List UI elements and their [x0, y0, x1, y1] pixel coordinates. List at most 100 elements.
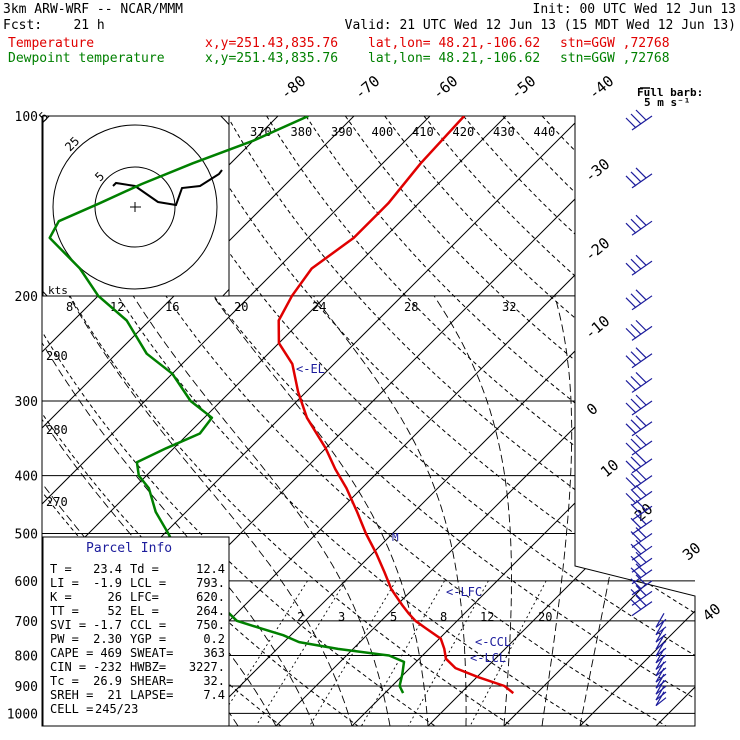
wind-barb-flag	[655, 673, 667, 683]
wind-barb-flag	[625, 327, 637, 339]
wind-barb-flag	[625, 262, 637, 274]
wind-barb-flag	[635, 563, 647, 575]
wind-barb-flag	[635, 551, 647, 563]
temperature-latlon: lat,lon= 48.21,-106.62	[368, 36, 541, 51]
parcel-value: 7.4	[203, 688, 225, 702]
barb-legend-units: 5 m s⁻¹	[644, 96, 690, 109]
parcel-value: TT =	[50, 604, 79, 618]
theta-label: 400	[372, 125, 394, 139]
wind-barb-flag	[635, 574, 647, 586]
wind-barb-flag	[635, 584, 647, 596]
wind-barb-flag	[635, 214, 647, 226]
isotherm-label: 10	[597, 456, 622, 481]
barb-legend-label: Full barb:	[637, 86, 703, 99]
theta-label: 430	[493, 125, 515, 139]
theta-label: 440	[534, 125, 556, 139]
wind-barb-flag	[635, 484, 647, 496]
model-title: 3km ARW-WRF -- NCAR/MMM	[3, 2, 184, 17]
isotherm-label: 40	[699, 600, 724, 625]
wind-barb-flag	[655, 618, 667, 628]
parcel-value: 0.2	[203, 632, 225, 646]
mixing-ratio-label: 2	[297, 610, 304, 624]
parcel-value: CELL =	[50, 702, 93, 716]
parcel-value: SWEAT=	[130, 646, 173, 660]
wind-barb	[655, 679, 665, 695]
parcel-value: 620.	[196, 590, 225, 604]
parcel-value: 3227.	[189, 660, 225, 674]
init-time: Init: 00 UTC Wed 12 Jun 13	[532, 2, 737, 17]
wind-barb-flag	[655, 654, 667, 664]
wind-barb-flag	[635, 289, 647, 301]
parcel-value: K =	[50, 590, 72, 604]
dry-adiabat-line	[305, 116, 695, 726]
mixing-ratio-line	[469, 580, 547, 726]
wind-barb-flag	[630, 171, 642, 183]
mixing-ratio-line	[309, 580, 397, 726]
parcel-marker: M	[392, 531, 399, 544]
parcel-value: LI =	[50, 576, 79, 590]
isotherm-line	[351, 116, 695, 726]
parcel-value: 12.4	[196, 562, 225, 576]
wind-barb-flag	[635, 469, 647, 481]
dry-adiabat-line	[108, 116, 695, 726]
parcel-value: LFC=	[130, 590, 159, 604]
mixing-ratio-label: 20	[538, 610, 552, 624]
wind-barb-flag	[635, 513, 647, 525]
forecast-hour: Fcst: 21 h	[3, 18, 105, 33]
parcel-info-box	[42, 536, 230, 727]
wind-barb	[631, 601, 653, 617]
wind-barb-flag	[625, 423, 637, 435]
wind-barb-flag	[630, 323, 642, 335]
theta-label: 380	[291, 125, 313, 139]
parcel-value: 52	[108, 604, 122, 618]
pressure-tick-label: 700	[15, 615, 38, 630]
wind-barb	[655, 627, 665, 643]
theta-label: 410	[412, 125, 434, 139]
wind-barb-flag	[630, 578, 642, 590]
mixing-ratio-label: 8	[440, 610, 447, 624]
dry-adiabat-line	[226, 116, 695, 726]
parcel-value: -232	[93, 660, 122, 674]
wind-barb	[655, 612, 665, 628]
isotherm-line	[42, 116, 507, 726]
isotherm-line	[579, 116, 695, 726]
dry-adiabat-line	[69, 116, 667, 726]
wind-barb-flag	[630, 543, 642, 555]
wind-barb-flag	[635, 527, 647, 538]
wind-barb-flag	[630, 456, 642, 468]
moist-adiabat-line	[68, 295, 353, 726]
wind-barb-flag	[625, 117, 637, 129]
parcel-value: SHEAR=	[130, 674, 173, 688]
parcel-value: LAPSE=	[130, 688, 173, 702]
parcel-value: SREH =	[50, 688, 93, 702]
wind-barb	[631, 505, 653, 521]
wind-barb-flag	[625, 380, 637, 391]
hodograph-speed-label: 16	[165, 300, 179, 314]
hodograph-rings	[43, 116, 229, 296]
parcel-value: PW =	[50, 632, 79, 646]
wind-barb-flag	[625, 222, 637, 234]
temperature-legend: Temperature	[8, 36, 95, 51]
dry-adiabat-line	[423, 116, 695, 726]
dry-adiabat-line	[42, 116, 590, 726]
hodograph-box	[42, 115, 230, 297]
parcel-value: 21	[108, 688, 122, 702]
parcel-value: HWBZ=	[130, 660, 166, 674]
dewpoint-stn: stn=GGW ,72768	[560, 51, 670, 66]
parcel-value: 26.9	[93, 674, 122, 688]
wind-barb-flag	[625, 402, 637, 414]
mixing-ratio-label: 5	[390, 610, 397, 624]
moist-adiabat-line	[42, 295, 315, 726]
isotherm-line	[655, 116, 695, 726]
wind-barb-flag	[630, 218, 642, 230]
dewpoint-profile	[48, 116, 406, 694]
level-annotation: <-EL	[296, 362, 325, 376]
wind-barb	[631, 557, 653, 573]
theta-label: 290	[46, 349, 68, 363]
wind-barb-flag	[655, 679, 667, 689]
wind-barb-flag	[635, 167, 647, 179]
dry-adiabat-line	[384, 116, 695, 726]
dewpoint-latlon: lat,lon= 48.21,-106.62	[368, 51, 541, 66]
parcel-value: EL =	[130, 604, 159, 618]
hodograph-trace	[112, 169, 223, 207]
